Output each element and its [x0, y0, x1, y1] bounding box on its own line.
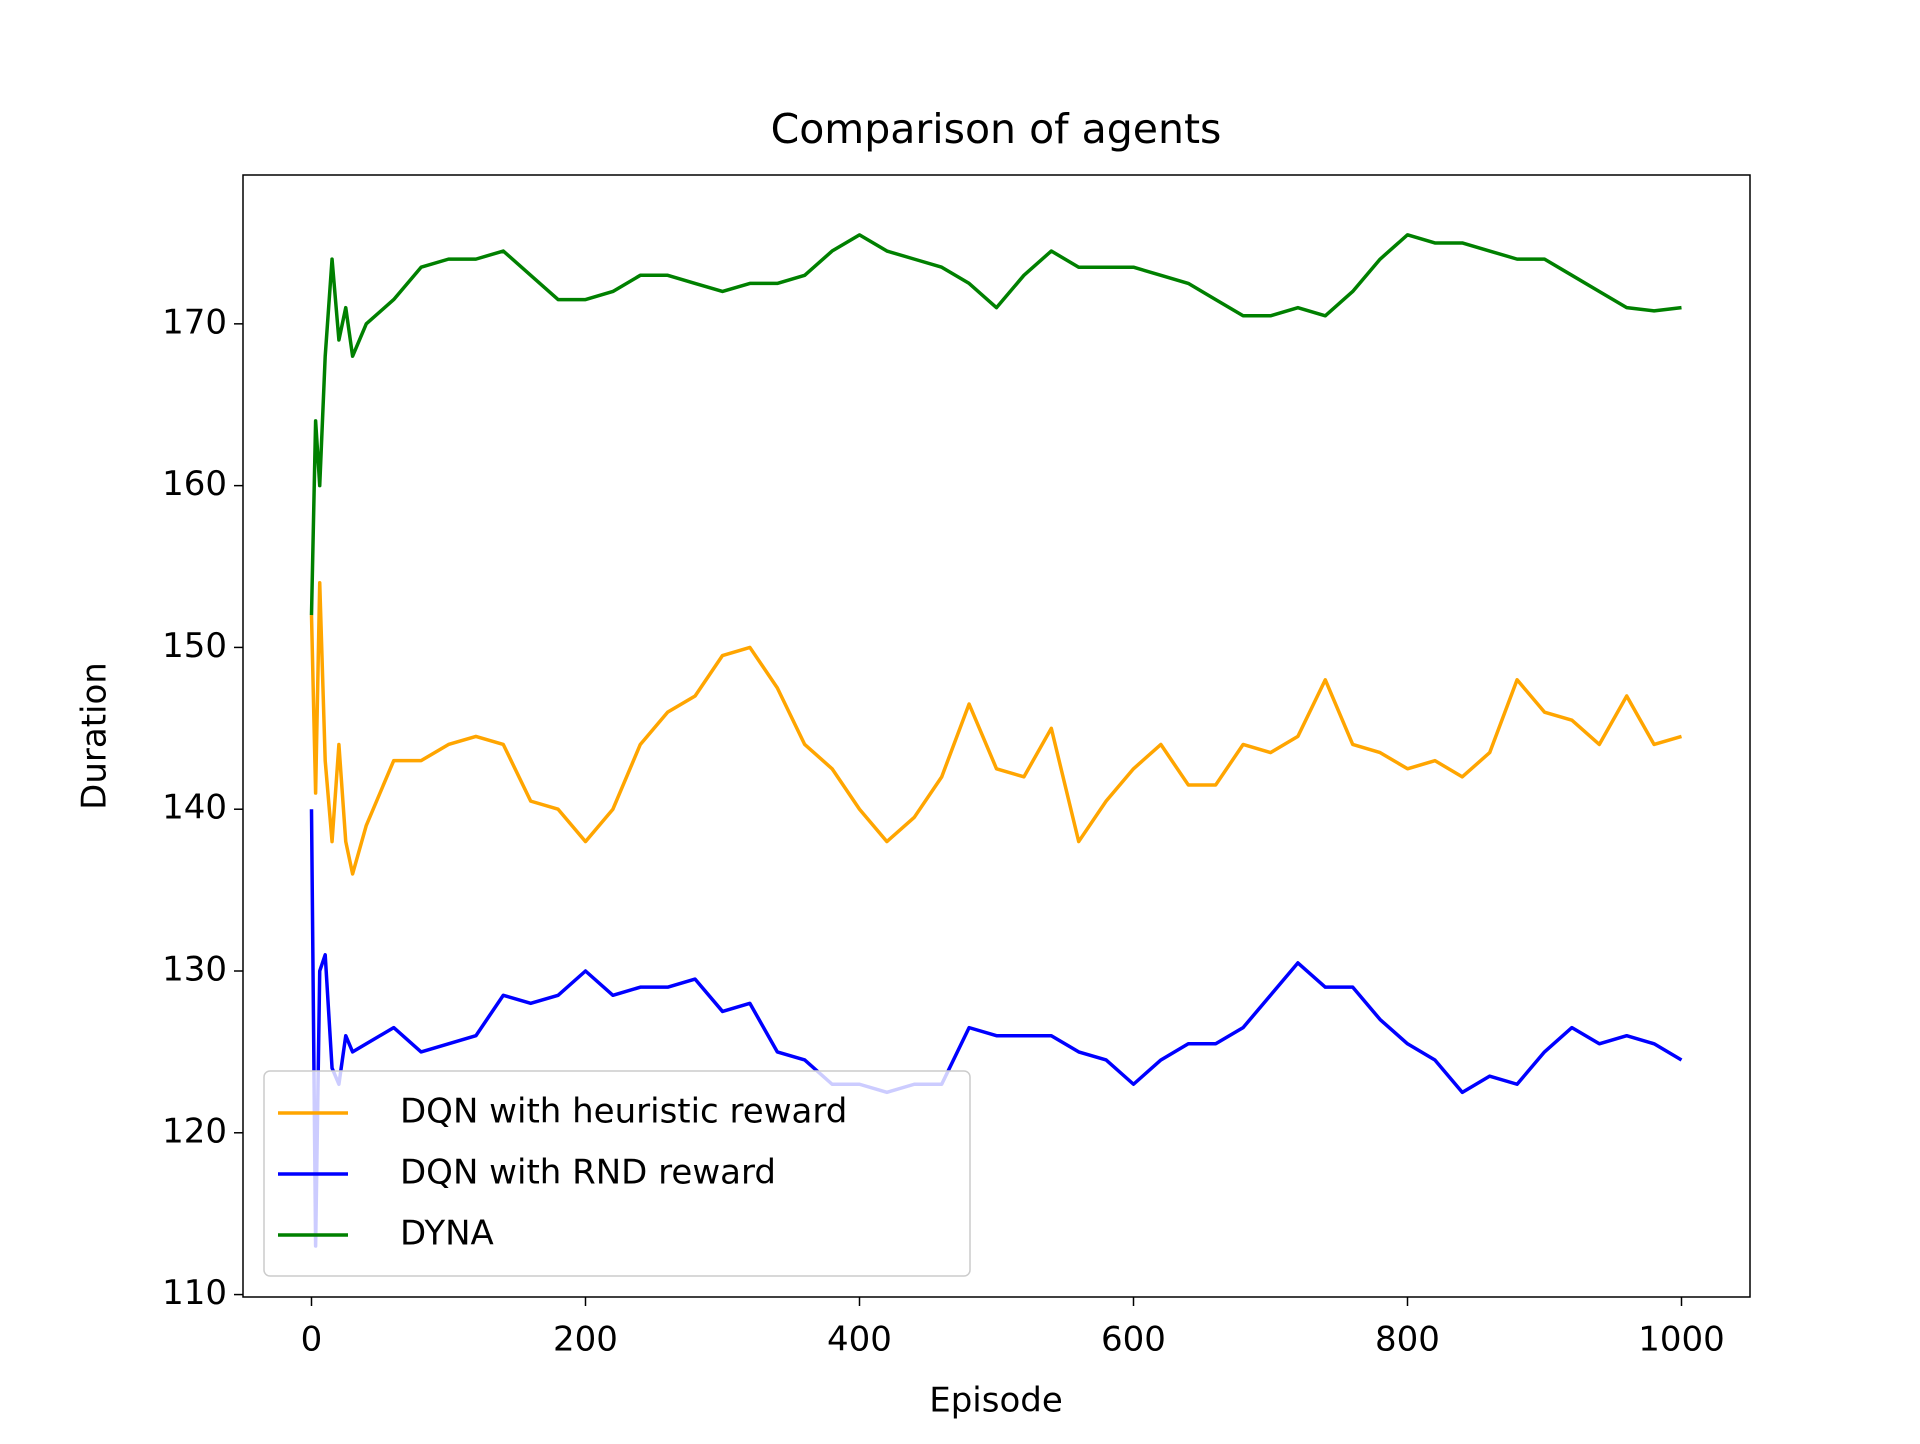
plot-frame: [242, 174, 1751, 1298]
y-axis-label: Duration: [75, 662, 115, 810]
legend-label: DYNA: [400, 1214, 494, 1254]
y-tick-label: 150: [162, 626, 227, 666]
chart-title: Comparison of agents: [771, 105, 1222, 153]
series-line: [309, 233, 1682, 616]
y-tick-label: 170: [162, 302, 227, 342]
legend-label: DQN with heuristic reward: [400, 1092, 847, 1132]
x-tick-label: 600: [1101, 1320, 1166, 1360]
x-tick-label: 800: [1375, 1320, 1440, 1360]
x-tick-label: 200: [553, 1320, 618, 1360]
x-tick-label: 0: [301, 1320, 323, 1360]
legend: DQN with heuristic reward DQN with RND re…: [263, 1070, 971, 1277]
y-tick-label: 130: [162, 949, 227, 989]
legend-label: DQN with RND reward: [400, 1153, 776, 1193]
y-tick-label: 140: [162, 788, 227, 828]
x-tick-label: 400: [827, 1320, 892, 1360]
series-line: [309, 580, 1682, 876]
legend-box: [263, 1070, 971, 1277]
y-tick-label: 110: [162, 1273, 227, 1313]
x-tick-label: 1000: [1638, 1320, 1725, 1360]
x-axis-label: Episode: [929, 1381, 1063, 1421]
y-tick-label: 120: [162, 1111, 227, 1151]
y-tick-label: 160: [162, 464, 227, 504]
